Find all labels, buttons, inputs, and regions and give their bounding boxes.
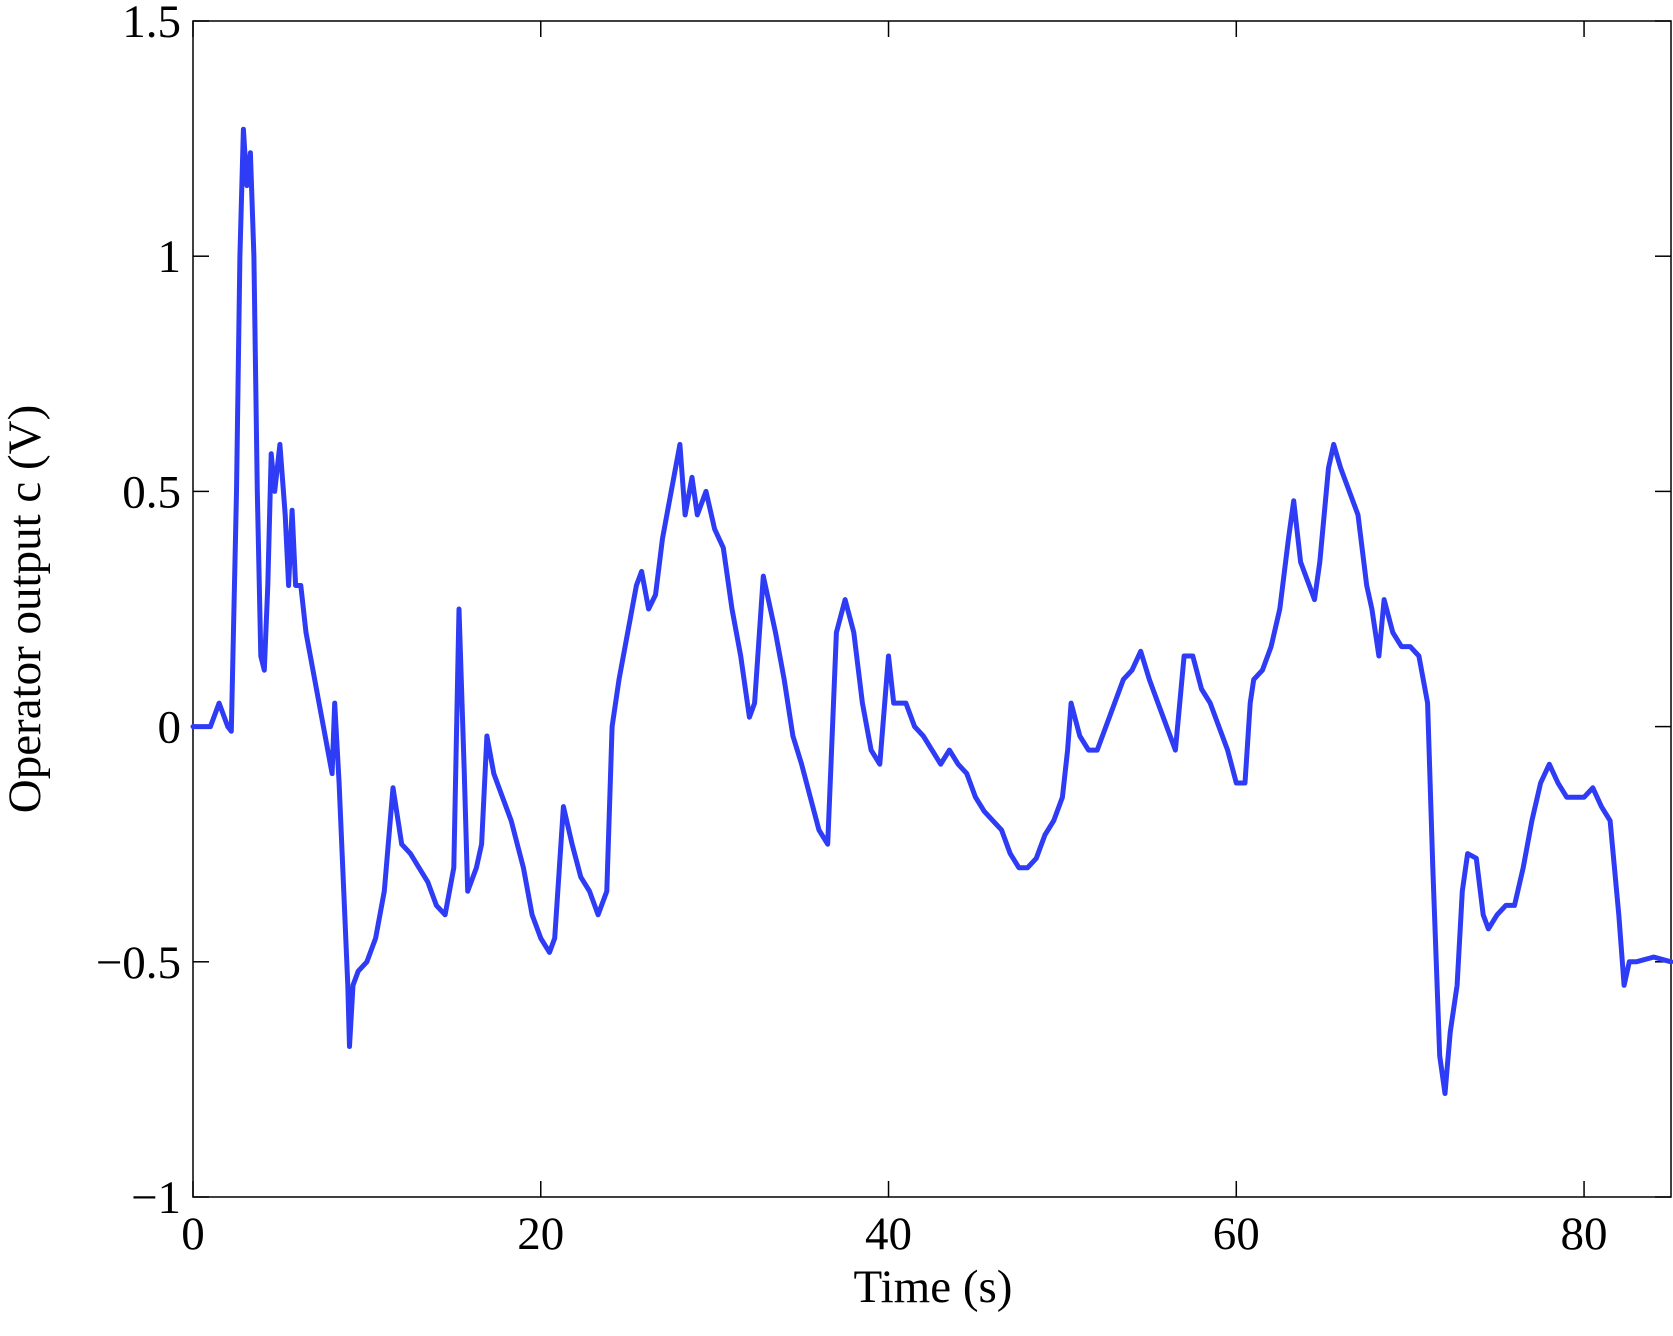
y-tick-label: −1 — [131, 1172, 181, 1224]
x-tick-label: 80 — [1561, 1208, 1608, 1260]
y-tick-label: 0 — [158, 702, 182, 754]
x-tick-label: 60 — [1213, 1208, 1260, 1260]
y-tick-label: −0.5 — [96, 937, 181, 989]
y-tick-label: 0.5 — [122, 466, 181, 518]
y-axis-label: Operator output c (V) — [0, 405, 51, 814]
x-axis-label: Time (s) — [854, 1261, 1013, 1313]
plot-frame — [192, 20, 1672, 1198]
y-tick-label: 1.5 — [122, 0, 181, 48]
y-tick-label: 1 — [158, 231, 182, 283]
x-tick-label: 40 — [865, 1208, 912, 1260]
x-tick-label: 0 — [181, 1208, 205, 1260]
x-tick-label: 20 — [517, 1208, 564, 1260]
data-line — [190, 126, 1673, 1096]
